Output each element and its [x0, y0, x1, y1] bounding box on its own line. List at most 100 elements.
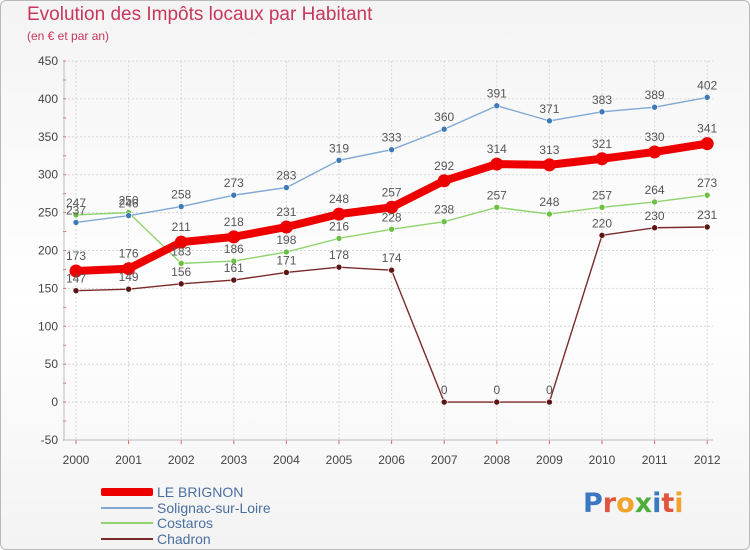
data-label: 231	[276, 205, 296, 219]
x-tick-label: 2011	[642, 453, 668, 467]
data-point-le-brignon	[542, 158, 556, 172]
x-tick-label: 2005	[326, 453, 353, 467]
data-label: 178	[329, 248, 349, 262]
series-group	[69, 94, 714, 406]
data-label: 250	[119, 194, 139, 208]
data-label: 333	[382, 131, 402, 145]
data-point-chadron	[440, 398, 448, 406]
data-label: 360	[434, 110, 454, 124]
data-label: 211	[172, 220, 191, 234]
data-label: 176	[119, 247, 139, 261]
data-label: 186	[224, 242, 244, 256]
data-point-le-brignon	[700, 137, 714, 151]
logo-letter: i	[674, 488, 684, 519]
data-label: 319	[329, 141, 349, 155]
y-tick-label: 400	[38, 92, 58, 106]
data-label: 0	[493, 383, 500, 397]
data-point-le-brignon	[437, 174, 451, 188]
y-tick-label: 350	[38, 130, 58, 144]
data-point-le-brignon	[227, 230, 241, 244]
data-label: 321	[592, 137, 612, 151]
data-point-le-brignon	[279, 220, 293, 234]
y-tick-label: 100	[38, 319, 58, 333]
y-tick-label: 450	[38, 54, 58, 68]
legend-swatch	[101, 522, 153, 524]
data-label: 230	[645, 209, 665, 223]
data-point-solignac-sur-loire	[72, 219, 80, 226]
legend-label: Solignac-sur-Loire	[157, 499, 271, 516]
data-point-chadron	[703, 223, 711, 231]
data-point-costaros	[493, 203, 501, 211]
logo-letter: P	[583, 488, 603, 519]
legend-swatch	[101, 537, 153, 540]
data-label: 258	[171, 188, 191, 202]
data-label: 402	[697, 78, 717, 92]
data-point-costaros	[335, 235, 343, 242]
data-point-le-brignon	[69, 264, 83, 278]
data-label: 248	[329, 192, 349, 206]
data-point-solignac-sur-loire	[177, 203, 185, 210]
data-point-solignac-sur-loire	[230, 191, 238, 199]
x-tick-label: 2003	[220, 453, 247, 467]
data-point-solignac-sur-loire	[546, 117, 553, 125]
y-tick-label: 50	[45, 357, 59, 371]
data-label: 238	[434, 203, 454, 217]
grid	[64, 60, 713, 441]
data-point-le-brignon	[332, 207, 346, 221]
data-label: 283	[276, 169, 296, 183]
data-label: 246	[119, 197, 139, 211]
data-label: 273	[697, 176, 717, 190]
data-label: 156	[171, 265, 191, 279]
data-label: 383	[592, 93, 612, 107]
data-label: 147	[66, 272, 86, 286]
y-tick-label: 300	[38, 168, 58, 182]
data-label: 0	[546, 383, 553, 397]
legend-label: Chadron	[157, 530, 211, 547]
data-point-costaros	[598, 203, 606, 211]
logo-letter: t	[661, 488, 675, 519]
data-point-solignac-sur-loire	[651, 103, 658, 111]
chart-subtitle: (en € et par an)	[27, 29, 110, 43]
data-label: 264	[645, 183, 665, 197]
y-tick-label: 150	[38, 281, 58, 295]
data-point-le-brignon	[490, 157, 504, 171]
data-point-costaros	[703, 191, 711, 199]
x-tick-label: 2007	[431, 453, 458, 467]
data-point-le-brignon	[122, 262, 136, 276]
data-label: 216	[329, 219, 349, 233]
data-label: 248	[539, 195, 559, 209]
y-tick-label: 250	[38, 206, 58, 220]
y-tick-label: -50	[41, 433, 59, 447]
data-point-solignac-sur-loire	[440, 125, 448, 133]
x-tick-label: 2012	[694, 453, 721, 467]
data-label: 173	[66, 249, 86, 263]
data-label: 149	[119, 270, 139, 284]
data-point-chadron	[125, 285, 132, 293]
x-tick-label: 2002	[168, 453, 195, 467]
data-labels: 147 149 156 161 171 178 174 0 0 0 220 230 231 247 250 1…	[66, 78, 718, 397]
data-point-costaros	[546, 210, 553, 218]
data-label: 257	[382, 185, 402, 199]
logo-letter: o	[616, 488, 635, 519]
legend-label: LE BRIGNON	[157, 484, 244, 500]
data-label: 257	[592, 188, 612, 202]
chart-title: Evolution des Impôts locaux par Habitant	[27, 4, 373, 25]
data-point-chadron	[388, 266, 395, 274]
data-label: 198	[276, 233, 296, 247]
data-point-chadron	[651, 224, 658, 232]
axes: -50 0 50 100 150 200 250 300 350 400 450 2000 2001 20…	[38, 54, 721, 467]
x-tick-label: 2004	[273, 453, 300, 467]
data-point-solignac-sur-loire	[125, 212, 132, 219]
data-label: 161	[224, 261, 244, 275]
legend-label: Costaros	[157, 515, 214, 531]
data-point-le-brignon	[595, 152, 609, 166]
data-label: 273	[224, 176, 244, 190]
y-tick-label: 0	[51, 395, 58, 409]
data-point-costaros	[177, 260, 185, 267]
data-label: 313	[539, 143, 559, 157]
data-point-chadron	[493, 398, 501, 406]
data-label: 389	[645, 88, 665, 102]
data-label: 0	[441, 383, 448, 397]
x-tick-label: 2010	[589, 453, 616, 467]
